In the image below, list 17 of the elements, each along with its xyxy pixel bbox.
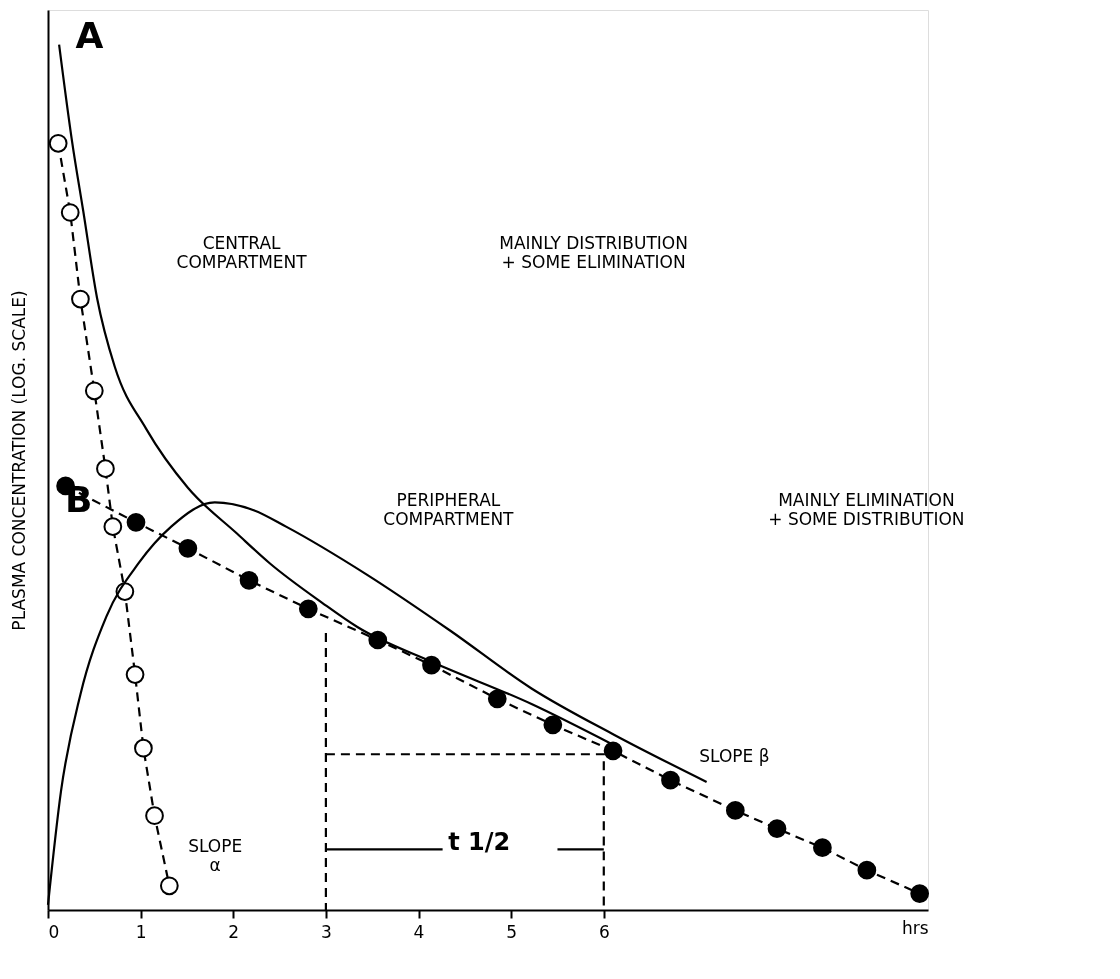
x-tick-label: 3 bbox=[320, 921, 332, 942]
annotation: PERIPHERAL COMPARTMENT bbox=[383, 489, 515, 529]
annotation: CENTRAL COMPARTMENT bbox=[176, 233, 308, 272]
annotation: A bbox=[75, 15, 104, 56]
annotation: MAINLY ELIMINATION + SOME DISTRIBUTION bbox=[768, 489, 965, 529]
y-axis-title: PLASMA CONCENTRATION (LOG. SCALE) bbox=[8, 290, 29, 631]
x-axis-title: hrs bbox=[901, 917, 929, 938]
x-tick-label: 1 bbox=[135, 921, 147, 942]
annotation: SLOPE β bbox=[699, 746, 770, 766]
annotation: t 1/2 bbox=[448, 827, 511, 856]
x-tick-label: 5 bbox=[506, 921, 518, 942]
x-tick-label: 2 bbox=[228, 921, 240, 942]
annotation: MAINLY DISTRIBUTION + SOME ELIMINATION bbox=[499, 233, 688, 272]
annotation: SLOPE α bbox=[188, 836, 243, 875]
x-tick-label: 4 bbox=[413, 921, 425, 942]
x-tick-label: 0 bbox=[48, 921, 60, 942]
x-tick-label: 6 bbox=[598, 921, 610, 942]
